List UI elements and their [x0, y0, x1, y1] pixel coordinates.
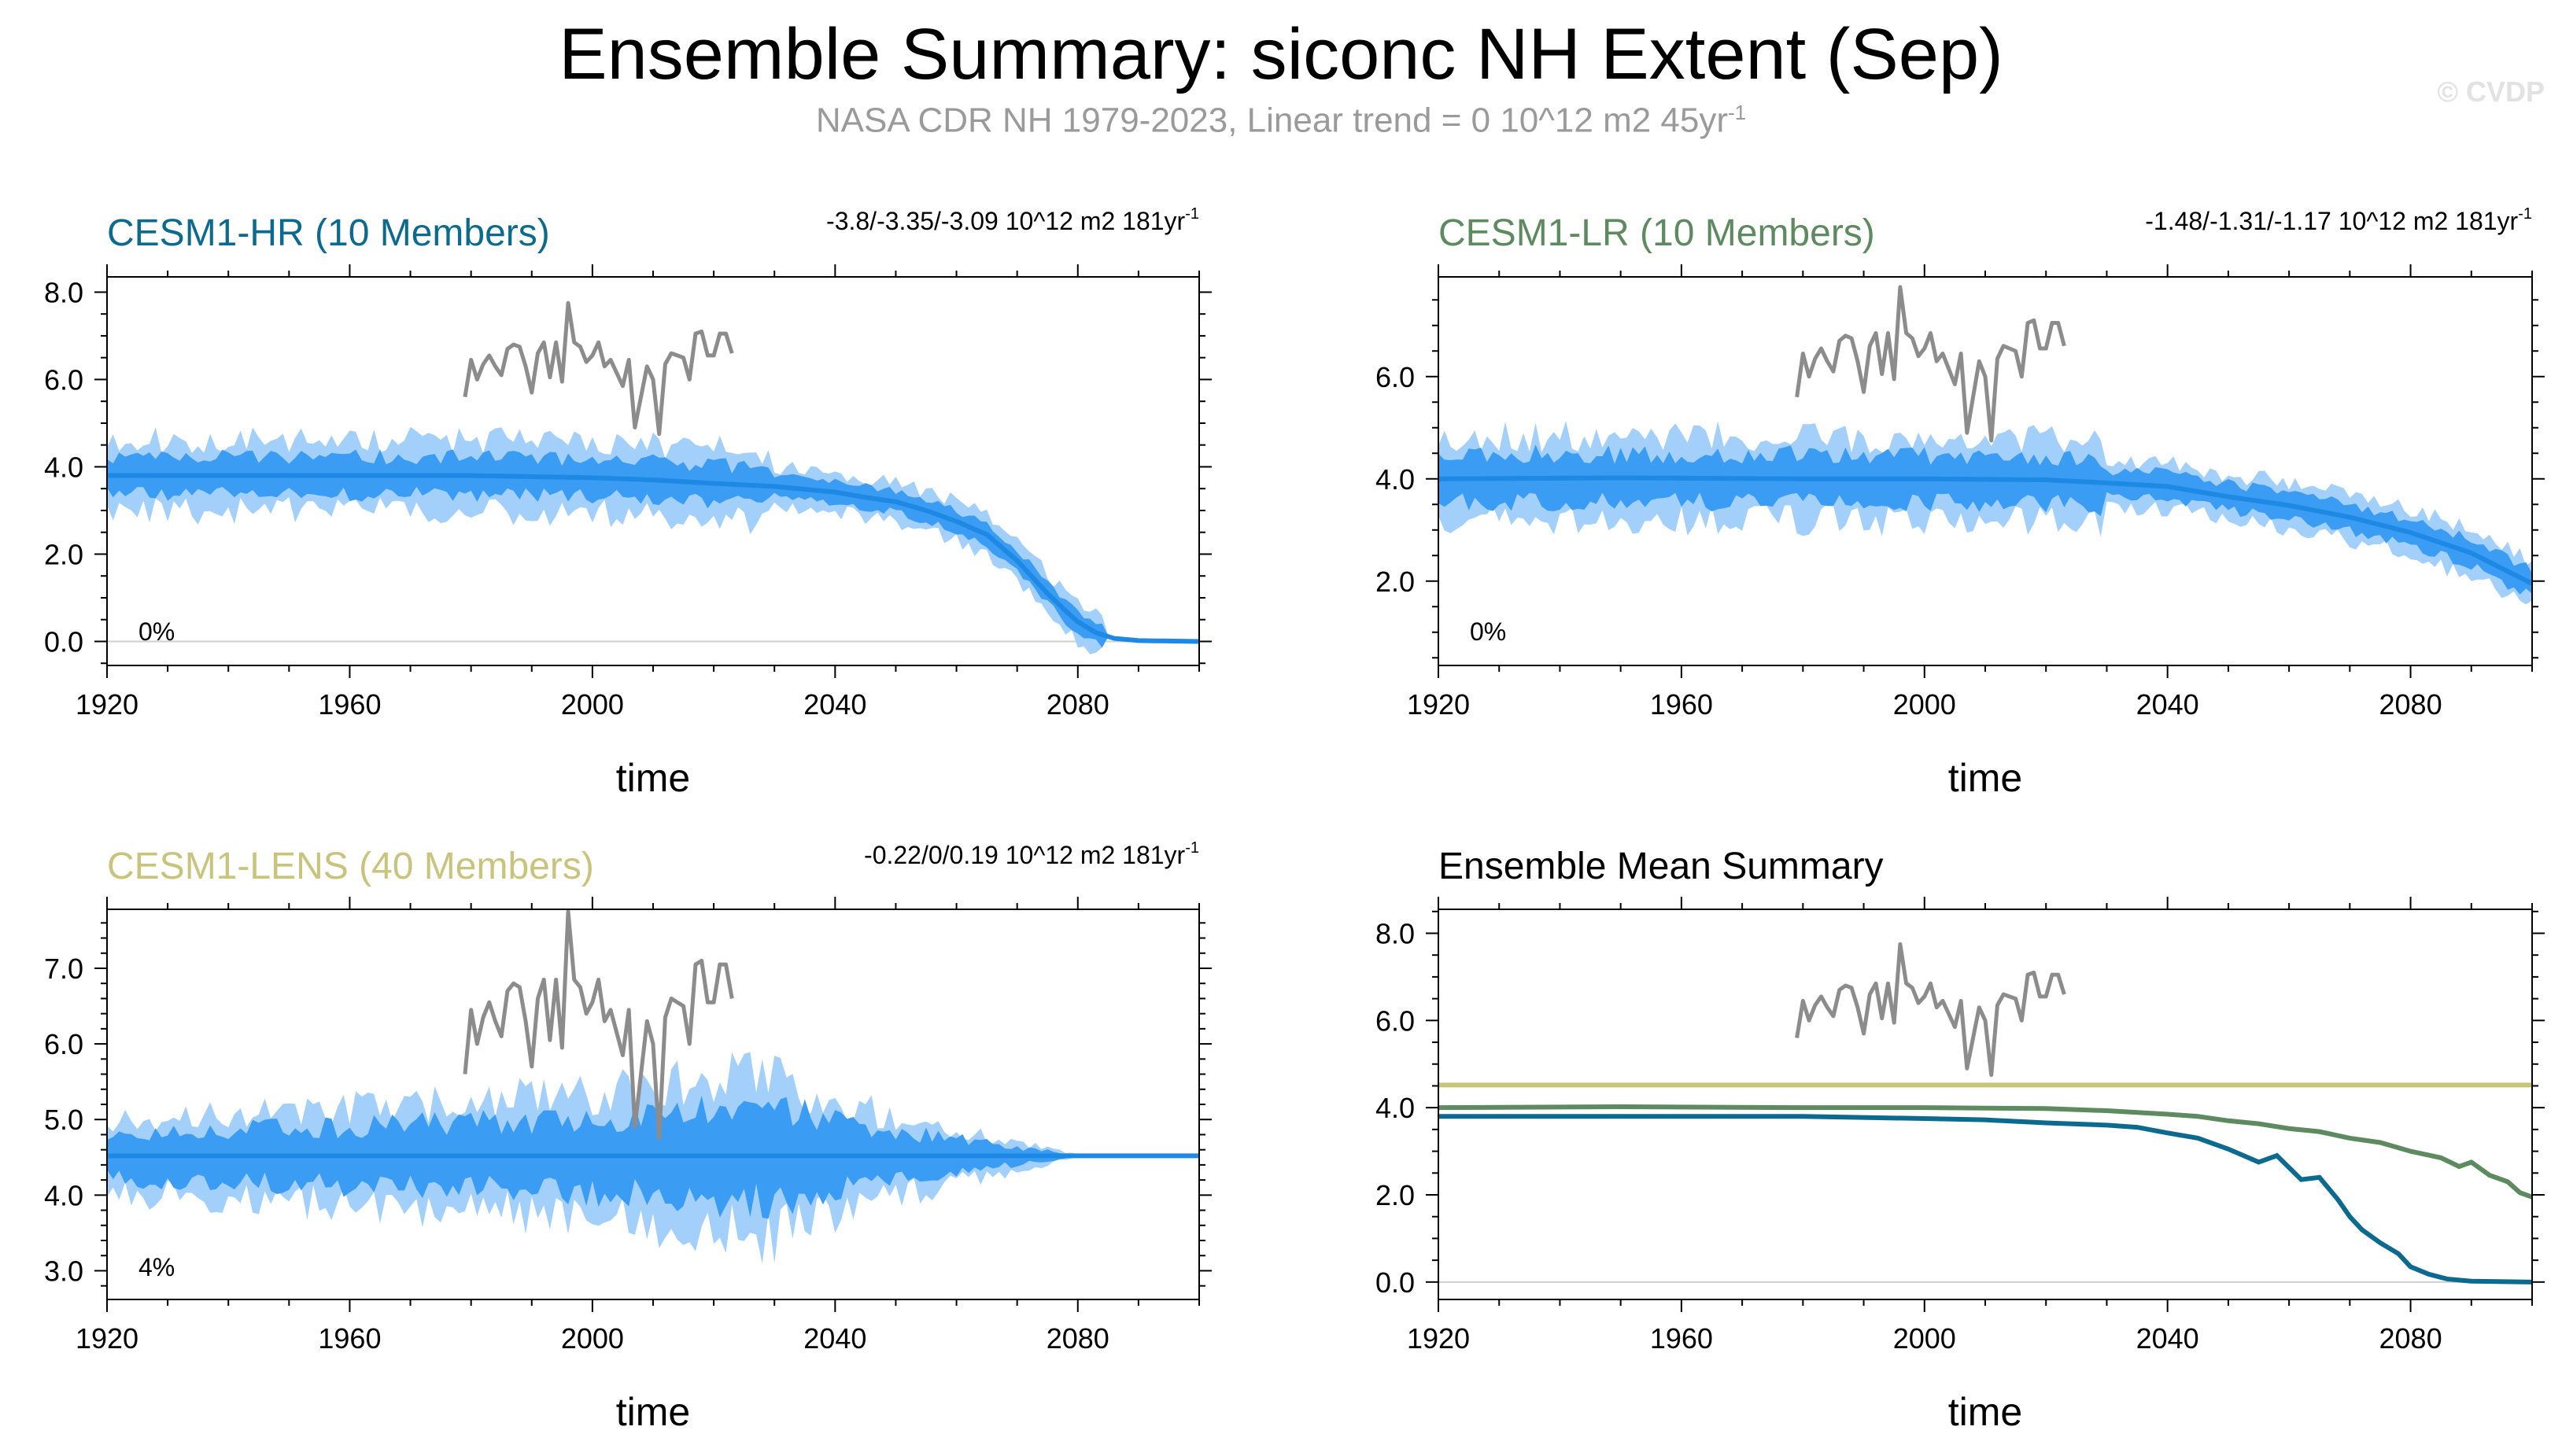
observation-line [463, 909, 734, 1141]
x-tick-label: 1960 [318, 1322, 381, 1355]
trend-value: -3.8/-3.35/-3.09 10^12 m2 181yr [826, 207, 1186, 235]
y-tick-label: 4.0 [44, 451, 83, 483]
y-tick-label: 6.0 [1375, 1004, 1415, 1037]
trend-exponent: -1 [2518, 205, 2532, 223]
x-tick-label: 2080 [1047, 688, 1109, 721]
observation-line [1795, 285, 2066, 443]
x-tick-label: 2080 [1047, 1322, 1109, 1355]
x-tick-label: 1920 [1407, 688, 1470, 721]
x-tick-label: 1920 [76, 1322, 138, 1355]
figure-subtitle: NASA CDR NH 1979-2023, Linear trend = 0 … [0, 101, 2562, 141]
y-tick-label: 7.0 [44, 953, 83, 985]
panel-title: CESM1-HR (10 Members) [107, 212, 550, 254]
panel-lens: CESM1-LENS (40 Members) -0.22/0/0.19 10^1… [44, 839, 1212, 1434]
x-axis-label: time [1948, 756, 2022, 800]
x-tick-label: 2040 [803, 688, 866, 721]
axes-frame [1438, 909, 2533, 1300]
x-tick-label: 2000 [561, 688, 624, 721]
subtitle-exponent: -1 [1728, 101, 1747, 124]
plot-area [1438, 285, 2532, 605]
panel-hr: CESM1-HR (10 Members) -3.8/-3.35/-3.09 10… [44, 205, 1212, 800]
x-axis-label: time [616, 1390, 690, 1434]
x-tick-label: 1960 [318, 688, 381, 721]
panel-lr: CESM1-LR (10 Members) -1.48/-1.31/-1.17 1… [1375, 205, 2545, 800]
y-tick-label: 4.0 [1375, 1092, 1415, 1124]
plot-area [107, 909, 1199, 1264]
panel-summary: Ensemble Mean Summary 1920 1960 2000 2040 208… [1375, 846, 2545, 1434]
panel-title: CESM1-LENS (40 Members) [107, 846, 594, 887]
trend-text: -0.22/0/0.19 10^12 m2 181yr-1 [864, 839, 1199, 869]
series-line-cesm1-lr [1438, 1104, 2532, 1200]
panel-title: Ensemble Mean Summary [1438, 846, 1884, 887]
percent-label: 0% [138, 617, 175, 646]
y-tick-label: 6.0 [44, 363, 83, 396]
x-tick-label: 1960 [1650, 688, 1713, 721]
trend-value: -1.48/-1.31/-1.17 10^12 m2 181yr [2145, 207, 2518, 235]
trend-value: -0.22/0/0.19 10^12 m2 181yr [864, 841, 1186, 869]
x-tick-label: 2040 [2136, 688, 2199, 721]
series-line-cesm1-hr [1438, 1114, 2532, 1285]
y-tick-label: 2.0 [1375, 1179, 1415, 1211]
plot-area [107, 300, 1199, 654]
y-tick-label: 4.0 [1375, 463, 1415, 496]
figure-title: Ensemble Summary: siconc NH Extent (Sep) [559, 14, 2003, 94]
y-tick-label: 3.0 [44, 1255, 83, 1287]
x-tick-label: 2080 [2379, 1322, 2442, 1355]
trend-exponent: -1 [1185, 839, 1199, 857]
trend-text: -3.8/-3.35/-3.09 10^12 m2 181yr-1 [826, 205, 1199, 235]
plot-area [1438, 942, 2532, 1285]
y-tick-label: 8.0 [1375, 917, 1415, 949]
x-tick-label: 1960 [1650, 1322, 1713, 1355]
x-tick-label: 1920 [1407, 1322, 1470, 1355]
panel-title: CESM1-LR (10 Members) [1438, 212, 1875, 254]
observation-line [1795, 942, 2066, 1078]
x-tick-label: 2000 [1893, 1322, 1956, 1355]
percent-label: 4% [138, 1253, 175, 1281]
trend-text: -1.48/-1.31/-1.17 10^12 m2 181yr-1 [2145, 205, 2532, 235]
x-tick-label: 2040 [803, 1322, 866, 1355]
y-tick-label: 2.0 [44, 538, 83, 570]
trend-exponent: -1 [1185, 205, 1199, 223]
y-tick-label: 5.0 [44, 1104, 83, 1136]
y-tick-label: 2.0 [1375, 566, 1415, 598]
x-tick-label: 1920 [76, 688, 138, 721]
y-tick-label: 6.0 [1375, 361, 1415, 393]
y-tick-label: 0.0 [1375, 1266, 1415, 1299]
percent-label: 0% [1470, 617, 1506, 646]
y-tick-label: 6.0 [44, 1028, 83, 1060]
ensemble-iqr-band [1438, 444, 2532, 595]
x-tick-label: 2080 [2379, 688, 2442, 721]
x-tick-label: 2040 [2136, 1322, 2199, 1355]
y-tick-label: 4.0 [44, 1179, 83, 1211]
observation-line [463, 300, 734, 437]
x-tick-label: 2000 [561, 1322, 624, 1355]
credit-watermark: © CVDP [2437, 76, 2545, 108]
x-tick-label: 2000 [1893, 688, 1956, 721]
x-axis-label: time [616, 756, 690, 800]
x-axis-label: time [1948, 1390, 2022, 1434]
ensemble-mean-line [1438, 475, 2532, 586]
ensemble-mean-line [107, 473, 1199, 644]
y-tick-label: 8.0 [44, 276, 83, 308]
subtitle-text: NASA CDR NH 1979-2023, Linear trend = 0 … [815, 101, 1729, 140]
y-tick-label: 0.0 [44, 625, 83, 658]
